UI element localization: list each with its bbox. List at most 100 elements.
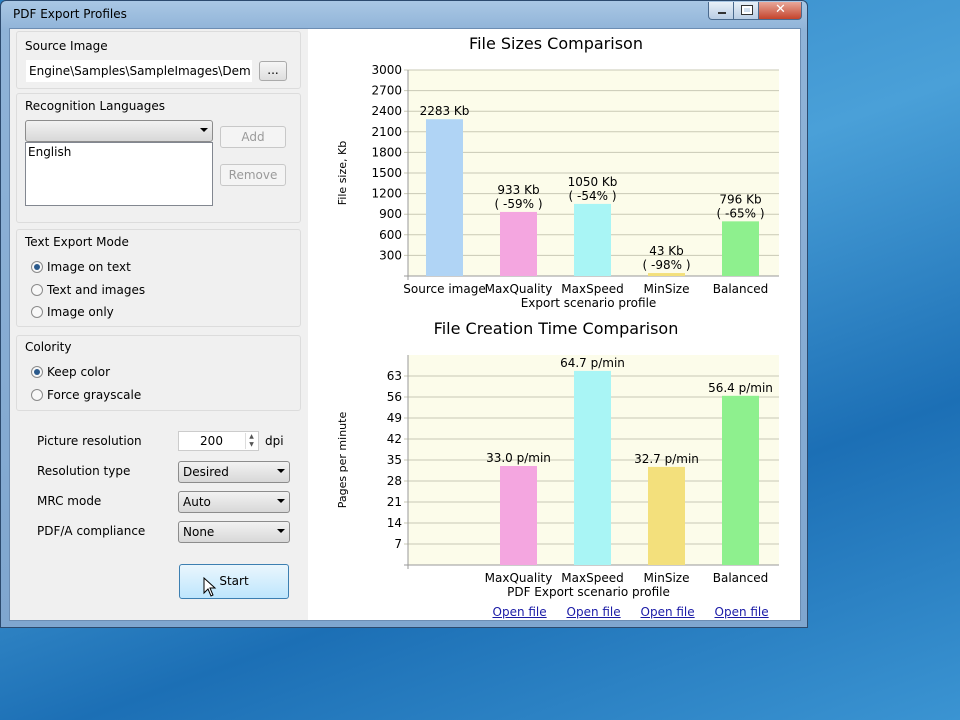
open-file-link[interactable]: Open file xyxy=(492,605,547,619)
colority-group: Colority Keep color Force grayscale xyxy=(16,335,301,411)
radio-label: Force grayscale xyxy=(47,388,142,402)
data-label: ( -59% ) xyxy=(495,197,543,211)
x-tick-label: MinSize xyxy=(644,571,690,585)
radio-label: Text and images xyxy=(47,283,146,297)
y-tick-label: 3000 xyxy=(371,63,402,77)
close-button[interactable]: ✕ xyxy=(758,2,802,20)
chevron-down-icon xyxy=(200,128,208,132)
radio-image-on-text[interactable]: Image on text xyxy=(31,260,131,274)
language-list[interactable]: English xyxy=(25,142,213,206)
radio-keep-color[interactable]: Keep color xyxy=(31,365,110,379)
y-tick-label: 900 xyxy=(379,207,402,221)
pdfa-compliance-select[interactable]: None xyxy=(178,521,290,543)
remove-language-button[interactable]: Remove xyxy=(220,164,286,186)
data-label: ( -54% ) xyxy=(569,189,617,203)
x-tick-label: MinSize xyxy=(644,282,690,296)
picture-resolution-label: Picture resolution xyxy=(37,434,142,448)
y-tick-label: 42 xyxy=(387,432,402,446)
data-label: 33.0 p/min xyxy=(486,451,551,465)
resolution-type-select[interactable]: Desired xyxy=(178,461,290,483)
y-tick-label: 300 xyxy=(379,248,402,262)
data-label: 32.7 p/min xyxy=(634,452,699,466)
open-file-link[interactable]: Open file xyxy=(566,605,621,619)
radio-text-and-images[interactable]: Text and images xyxy=(31,283,145,297)
language-list-item[interactable]: English xyxy=(28,145,72,159)
radio-force-grayscale[interactable]: Force grayscale xyxy=(31,388,141,402)
x-tick-label: MaxQuality xyxy=(485,282,553,296)
bar xyxy=(648,466,685,565)
y-tick-label: 1800 xyxy=(371,145,402,159)
radio-checked-icon xyxy=(31,366,43,378)
radio-label: Image only xyxy=(47,305,114,319)
open-file-link[interactable]: Open file xyxy=(640,605,695,619)
radio-unchecked-icon xyxy=(31,389,43,401)
resolution-type-label: Resolution type xyxy=(37,464,131,478)
x-tick-label: Balanced xyxy=(713,571,768,585)
pdfa-compliance-value: None xyxy=(183,525,215,539)
y-tick-label: 28 xyxy=(387,474,402,488)
language-combo[interactable] xyxy=(25,120,213,142)
chart-title: File Sizes Comparison xyxy=(469,34,643,53)
pdfa-compliance-label: PDF/A compliance xyxy=(37,524,146,538)
y-tick-label: 1500 xyxy=(371,166,402,180)
data-label: 933 Kb xyxy=(497,183,539,197)
data-label: 2283 Kb xyxy=(420,104,470,118)
resolution-type-value: Desired xyxy=(183,465,229,479)
bar xyxy=(574,203,611,276)
y-tick-label: 2100 xyxy=(371,125,402,139)
spinner-arrows-icon[interactable]: ▲ ▼ xyxy=(245,433,257,449)
x-tick-label: MaxSpeed xyxy=(561,571,623,585)
data-label: ( -98% ) xyxy=(643,258,691,272)
minimize-button[interactable] xyxy=(708,2,734,20)
radio-label: Image on text xyxy=(47,260,131,274)
y-axis-label: File size, Kb xyxy=(336,141,349,205)
open-file-link[interactable]: Open file xyxy=(714,605,769,619)
start-button[interactable]: Start xyxy=(179,564,289,599)
y-tick-label: 1200 xyxy=(371,187,402,201)
radio-label: Keep color xyxy=(47,365,111,379)
y-tick-label: 2700 xyxy=(371,84,402,98)
y-axis-label: Pages per minute xyxy=(336,412,349,509)
chart-title: File Creation Time Comparison xyxy=(434,319,679,338)
data-label: 56.4 p/min xyxy=(708,381,773,395)
x-tick-label: Source image xyxy=(403,282,485,296)
dpi-label: dpi xyxy=(265,434,284,448)
bar xyxy=(574,370,611,565)
y-tick-label: 35 xyxy=(387,453,402,467)
browse-button[interactable]: ... xyxy=(259,61,287,81)
pdf-settings-group: Picture resolution 200 ▲ ▼ dpi Resolution… xyxy=(16,419,301,609)
mrc-mode-label: MRC mode xyxy=(37,494,102,508)
data-label: 64.7 p/min xyxy=(560,356,625,370)
settings-panel: Source Image Engine\Samples\SampleImages… xyxy=(10,29,308,620)
mouse-cursor-icon xyxy=(203,576,217,600)
data-label: ( -65% ) xyxy=(717,206,765,220)
window-title: PDF Export Profiles xyxy=(13,7,127,21)
data-label: 1050 Kb xyxy=(568,175,618,189)
bar xyxy=(648,273,685,276)
bar xyxy=(500,211,537,276)
y-tick-label: 49 xyxy=(387,411,402,425)
source-image-path-field[interactable]: Engine\Samples\SampleImages\Demo.tif xyxy=(26,60,252,82)
y-tick-label: 600 xyxy=(379,228,402,242)
picture-resolution-spinner[interactable]: 200 xyxy=(178,431,259,451)
x-tick-label: MaxQuality xyxy=(485,571,553,585)
text-export-mode-group: Text Export Mode Image on text Text and … xyxy=(16,229,301,327)
bar xyxy=(722,221,759,276)
y-tick-label: 56 xyxy=(387,390,402,404)
radio-unchecked-icon xyxy=(31,284,43,296)
y-tick-label: 2400 xyxy=(371,104,402,118)
x-tick-label: MaxSpeed xyxy=(561,282,623,296)
colority-label: Colority xyxy=(25,340,72,354)
mrc-mode-select[interactable]: Auto xyxy=(178,491,290,513)
y-tick-label: 14 xyxy=(387,516,402,530)
bar xyxy=(426,119,463,276)
bar xyxy=(722,395,759,565)
app-window: PDF Export Profiles ✕ Source Image Engin… xyxy=(0,0,808,628)
radio-checked-icon xyxy=(31,261,43,273)
maximize-button[interactable] xyxy=(733,2,759,20)
radio-image-only[interactable]: Image only xyxy=(31,305,114,319)
mrc-mode-value: Auto xyxy=(183,495,211,509)
chevron-down-icon xyxy=(277,529,285,533)
source-image-group: Source Image Engine\Samples\SampleImages… xyxy=(16,31,301,89)
add-language-button[interactable]: Add xyxy=(220,126,286,148)
